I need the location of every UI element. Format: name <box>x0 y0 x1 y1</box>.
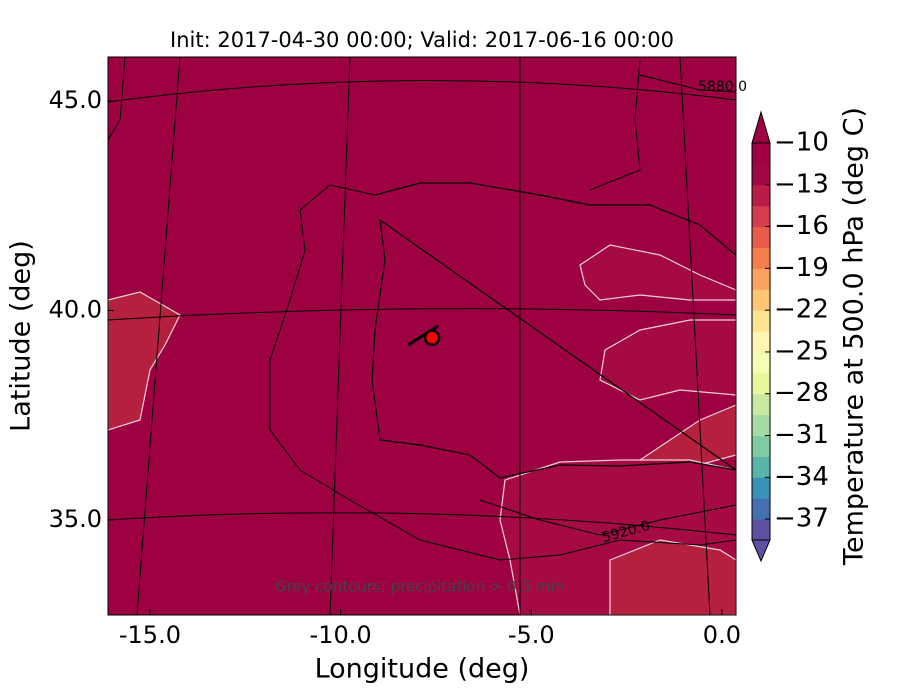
x-tick-label: -5.0 <box>508 621 555 649</box>
y-tick-label: 45.0 <box>49 86 102 114</box>
colorbar-segment <box>752 310 770 332</box>
colorbar-segment <box>752 268 770 290</box>
colorbar-tick-label: −25 <box>774 336 829 366</box>
colorbar-segment <box>752 163 770 186</box>
colorbar-tick-label: −28 <box>774 378 829 408</box>
y-tick-label: 40.0 <box>49 295 102 323</box>
map-frame <box>107 56 737 616</box>
colorbar-segment <box>752 414 770 437</box>
x-tick-label: -15.0 <box>119 621 181 649</box>
annotation: Grey contours: precipitation > 0.5 mm <box>275 578 565 596</box>
colorbar-segment <box>752 393 770 416</box>
track <box>407 324 439 347</box>
map-layer <box>108 57 736 615</box>
colorbar-label: Temperature at 500.0 hPa (deg C) <box>839 107 870 566</box>
colorbar-tick-label: −19 <box>774 253 829 283</box>
warm-patch <box>108 291 181 431</box>
x-tick-label: -10.0 <box>310 621 372 649</box>
warm-patch <box>579 244 736 401</box>
colorbar-frame <box>751 142 771 541</box>
colorbar-segment <box>752 331 770 353</box>
colorbar-extend <box>751 539 771 563</box>
colorbar-segment <box>752 247 770 269</box>
colorbar-tick-label: −16 <box>774 211 829 241</box>
y-tick-label: 35.0 <box>49 505 102 533</box>
colorbar-tick-label: −10 <box>774 128 829 158</box>
colorbar-tick-label: −22 <box>774 295 829 325</box>
parallel <box>108 80 736 536</box>
colorbar-segment <box>752 519 770 541</box>
colorbar-segment <box>752 351 770 374</box>
colorbar-segment <box>752 498 770 520</box>
meridian <box>136 57 711 615</box>
colorbar-segment <box>752 289 770 311</box>
x-tick-label: 0.0 <box>703 621 741 649</box>
colorbar-segment <box>752 205 770 228</box>
contour-line <box>269 184 736 561</box>
contour-label: 5880.0 <box>698 79 747 95</box>
colorbar-segment <box>752 477 770 499</box>
colorbar-segment <box>752 372 770 395</box>
y-axis-label: Latitude (deg) <box>6 240 37 432</box>
colorbar-segment <box>752 226 770 248</box>
colorbar-extend <box>751 110 771 144</box>
colorbar-tick-label: −37 <box>774 504 829 534</box>
contour-line <box>639 74 736 93</box>
warm-patch <box>609 539 736 615</box>
title: Init: 2017-04-30 00:00; Valid: 2017-06-1… <box>170 28 674 52</box>
colorbar-segment <box>752 143 770 165</box>
coastline <box>371 182 736 479</box>
colorbar-segment <box>752 456 770 478</box>
colorbar-tick-label: −31 <box>774 420 829 450</box>
colorbar-tick-label: −34 <box>774 462 829 492</box>
x-axis-label: Longitude (deg) <box>315 654 530 685</box>
location-marker <box>423 329 441 346</box>
colorbar-tick-label: −13 <box>774 169 829 199</box>
colorbar-segment <box>752 184 770 207</box>
colorbar-segment <box>752 435 770 457</box>
